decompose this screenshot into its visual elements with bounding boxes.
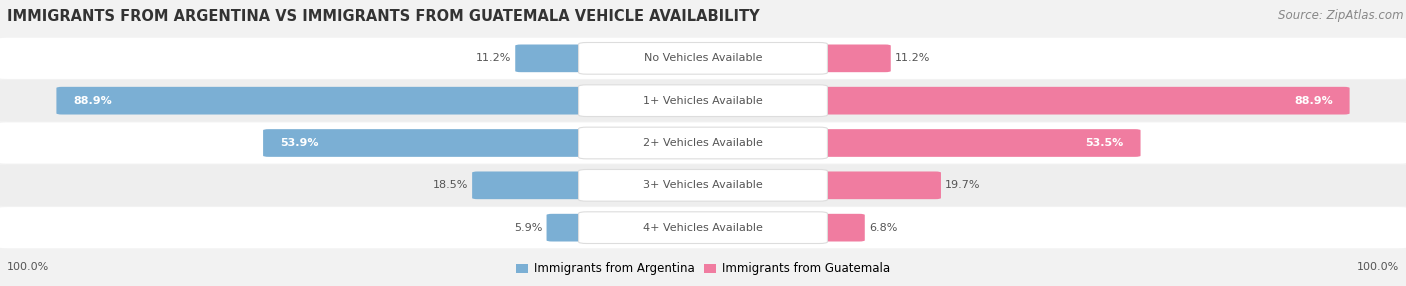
FancyBboxPatch shape (813, 214, 865, 241)
FancyBboxPatch shape (813, 45, 891, 72)
FancyBboxPatch shape (0, 122, 1406, 164)
FancyBboxPatch shape (515, 45, 593, 72)
Text: 18.5%: 18.5% (433, 180, 468, 190)
Text: 53.9%: 53.9% (280, 138, 319, 148)
FancyBboxPatch shape (0, 165, 1406, 206)
Text: IMMIGRANTS FROM ARGENTINA VS IMMIGRANTS FROM GUATEMALA VEHICLE AVAILABILITY: IMMIGRANTS FROM ARGENTINA VS IMMIGRANTS … (7, 9, 759, 23)
Text: 19.7%: 19.7% (945, 180, 980, 190)
FancyBboxPatch shape (547, 214, 593, 241)
FancyBboxPatch shape (579, 85, 827, 116)
Text: 100.0%: 100.0% (1357, 262, 1399, 272)
Text: 88.9%: 88.9% (73, 96, 112, 106)
Text: 11.2%: 11.2% (896, 53, 931, 63)
FancyBboxPatch shape (0, 207, 1406, 248)
FancyBboxPatch shape (813, 129, 1140, 157)
FancyBboxPatch shape (56, 87, 593, 114)
FancyBboxPatch shape (813, 87, 1350, 114)
Text: 88.9%: 88.9% (1294, 96, 1333, 106)
Text: 100.0%: 100.0% (7, 262, 49, 272)
Text: 11.2%: 11.2% (475, 53, 510, 63)
Text: 53.5%: 53.5% (1085, 138, 1123, 148)
FancyBboxPatch shape (813, 172, 941, 199)
Legend: Immigrants from Argentina, Immigrants from Guatemala: Immigrants from Argentina, Immigrants fr… (512, 258, 894, 280)
FancyBboxPatch shape (579, 170, 827, 201)
FancyBboxPatch shape (472, 172, 593, 199)
FancyBboxPatch shape (263, 129, 593, 157)
Text: 3+ Vehicles Available: 3+ Vehicles Available (643, 180, 763, 190)
Text: 1+ Vehicles Available: 1+ Vehicles Available (643, 96, 763, 106)
Text: 2+ Vehicles Available: 2+ Vehicles Available (643, 138, 763, 148)
Text: 5.9%: 5.9% (515, 223, 543, 233)
Text: 6.8%: 6.8% (869, 223, 897, 233)
FancyBboxPatch shape (579, 43, 827, 74)
Text: 4+ Vehicles Available: 4+ Vehicles Available (643, 223, 763, 233)
Text: Source: ZipAtlas.com: Source: ZipAtlas.com (1278, 9, 1403, 21)
FancyBboxPatch shape (579, 212, 827, 243)
FancyBboxPatch shape (0, 80, 1406, 121)
Text: No Vehicles Available: No Vehicles Available (644, 53, 762, 63)
FancyBboxPatch shape (579, 127, 827, 159)
FancyBboxPatch shape (0, 38, 1406, 79)
